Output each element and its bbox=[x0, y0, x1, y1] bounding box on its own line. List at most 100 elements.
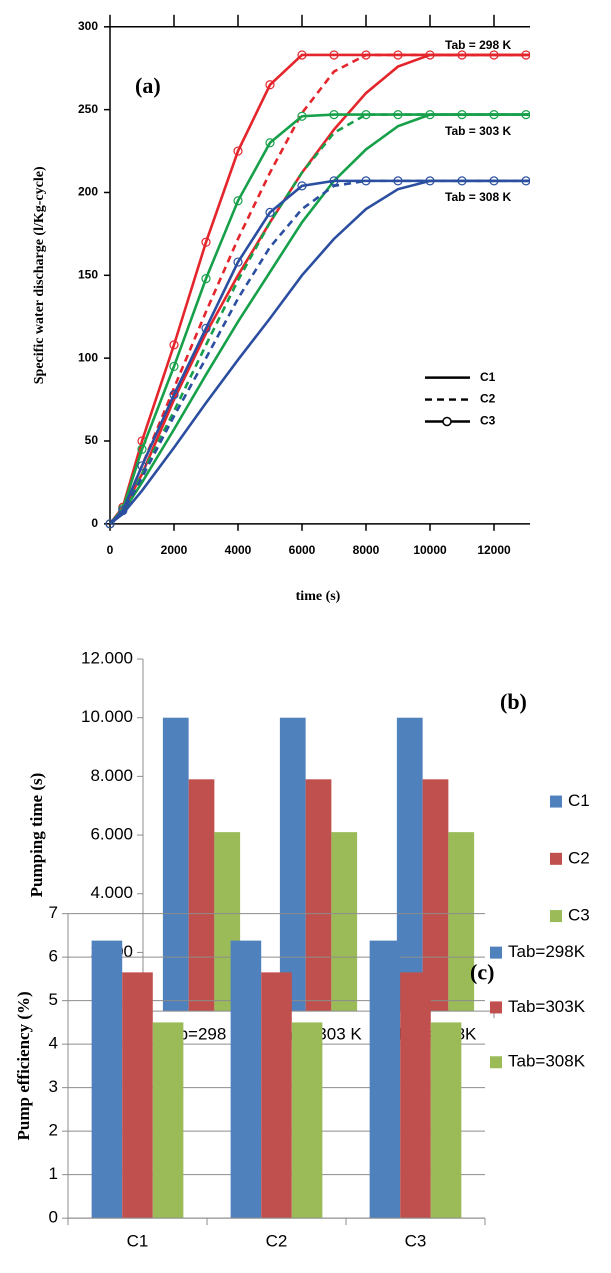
y-tick-label: 6 bbox=[49, 947, 58, 966]
marker bbox=[137, 444, 147, 454]
y-tick-label: 12.000 bbox=[81, 649, 133, 668]
bar bbox=[430, 1022, 462, 1219]
annotation: Tab = 303 K bbox=[445, 124, 511, 138]
bar bbox=[279, 717, 306, 1012]
marker bbox=[521, 50, 530, 60]
marker bbox=[265, 138, 275, 148]
y-tick-label: 1 bbox=[49, 1164, 58, 1183]
marker bbox=[233, 257, 243, 267]
marker bbox=[554, 177, 562, 185]
marker bbox=[297, 50, 307, 60]
bar bbox=[162, 717, 189, 1012]
y-tick-label: 150 bbox=[78, 267, 98, 281]
annotation: Tab = 308 K bbox=[445, 190, 511, 204]
marker bbox=[425, 176, 435, 186]
bar bbox=[261, 972, 292, 1219]
x-tick-label: 2000 bbox=[161, 543, 188, 557]
marker bbox=[489, 110, 499, 120]
y-tick-label: 8.000 bbox=[90, 766, 133, 785]
marker bbox=[361, 50, 371, 60]
y-tick-label: 6.000 bbox=[90, 825, 133, 844]
bar bbox=[291, 1022, 323, 1219]
marker bbox=[201, 274, 211, 284]
marker bbox=[361, 176, 371, 186]
chart-c: 0 1 2 3 4 5 6 7 C1 C2 C3 Tab=298K Tab=303K Tab=308K Pu… bbox=[14, 903, 586, 1251]
bar bbox=[122, 972, 153, 1219]
x-tick-label: 10000 bbox=[413, 543, 447, 557]
marker bbox=[457, 110, 467, 120]
series-line bbox=[109, 113, 530, 525]
marker bbox=[554, 51, 562, 59]
y-tick-label: 250 bbox=[78, 102, 98, 116]
marker bbox=[329, 50, 339, 60]
marker bbox=[297, 181, 307, 191]
marker bbox=[233, 146, 243, 156]
y-tick-label: 3 bbox=[49, 1077, 58, 1096]
marker bbox=[329, 176, 339, 186]
bar bbox=[91, 940, 123, 1219]
series-line bbox=[109, 53, 530, 525]
y-axis-title: Specific water discharge (l/Kg-cycle) bbox=[32, 166, 47, 384]
y-tick-label: 100 bbox=[78, 350, 98, 364]
legend-label: Tab=308K bbox=[508, 1052, 586, 1071]
marker bbox=[169, 389, 179, 400]
marker bbox=[457, 50, 467, 60]
x-tick-label: 6000 bbox=[289, 543, 316, 557]
marker bbox=[425, 50, 435, 60]
series-line bbox=[109, 113, 530, 525]
y-tick-label: 4 bbox=[49, 1034, 58, 1053]
marker bbox=[393, 176, 403, 186]
y-tick-label: 300 bbox=[78, 19, 98, 33]
legend-label: Tab=303K bbox=[508, 997, 586, 1016]
y-axis-title: Pump efficiency (%) bbox=[14, 991, 33, 1140]
bar bbox=[400, 972, 431, 1219]
legend-swatch bbox=[490, 1001, 502, 1014]
legend-swatch bbox=[490, 946, 502, 959]
marker bbox=[201, 323, 211, 333]
series-line bbox=[109, 179, 530, 525]
x-tick-label: C2 bbox=[266, 1232, 288, 1251]
y-tick-label: 5 bbox=[49, 990, 58, 1009]
marker bbox=[489, 176, 499, 186]
marker bbox=[265, 207, 275, 217]
chart-a: 0 50 100 150 200 250 300 0 2000 4000 6000 8000 10000… bbox=[32, 14, 562, 604]
bar bbox=[331, 832, 358, 1012]
x-axis-title: time (s) bbox=[296, 589, 341, 604]
marker bbox=[233, 196, 243, 206]
legend-label: C3 bbox=[568, 906, 590, 925]
bar bbox=[305, 779, 332, 1012]
bar bbox=[396, 717, 423, 1012]
marker bbox=[105, 519, 115, 529]
panel-label: (c) bbox=[470, 960, 494, 985]
marker bbox=[521, 176, 530, 186]
y-tick-label: 10.000 bbox=[81, 707, 133, 726]
legend-swatch bbox=[550, 852, 562, 865]
marker bbox=[118, 505, 128, 516]
legend-swatch bbox=[490, 1056, 502, 1069]
legend-label: C2 bbox=[568, 848, 590, 867]
marker bbox=[329, 110, 339, 120]
legend-marker bbox=[442, 416, 452, 427]
legend-label: Tab=298K bbox=[508, 942, 586, 961]
marker bbox=[489, 50, 499, 60]
marker bbox=[521, 110, 530, 120]
y-tick-label: 50 bbox=[85, 433, 99, 447]
series-line bbox=[109, 113, 530, 525]
series-line bbox=[108, 53, 530, 525]
legend-swatch bbox=[550, 910, 562, 923]
marker bbox=[297, 111, 307, 121]
x-tick-label: 4000 bbox=[225, 543, 252, 557]
bar bbox=[152, 1022, 184, 1219]
marker bbox=[554, 111, 562, 119]
panel-label: (a) bbox=[135, 73, 161, 98]
marker bbox=[169, 361, 179, 372]
annotation: Tab = 298 K bbox=[445, 38, 511, 52]
marker bbox=[169, 340, 179, 350]
bar bbox=[369, 940, 401, 1219]
marker bbox=[137, 461, 147, 471]
series-line bbox=[109, 179, 530, 525]
legend-label: C1 bbox=[568, 791, 590, 810]
marker bbox=[265, 80, 275, 90]
marker bbox=[425, 110, 435, 120]
